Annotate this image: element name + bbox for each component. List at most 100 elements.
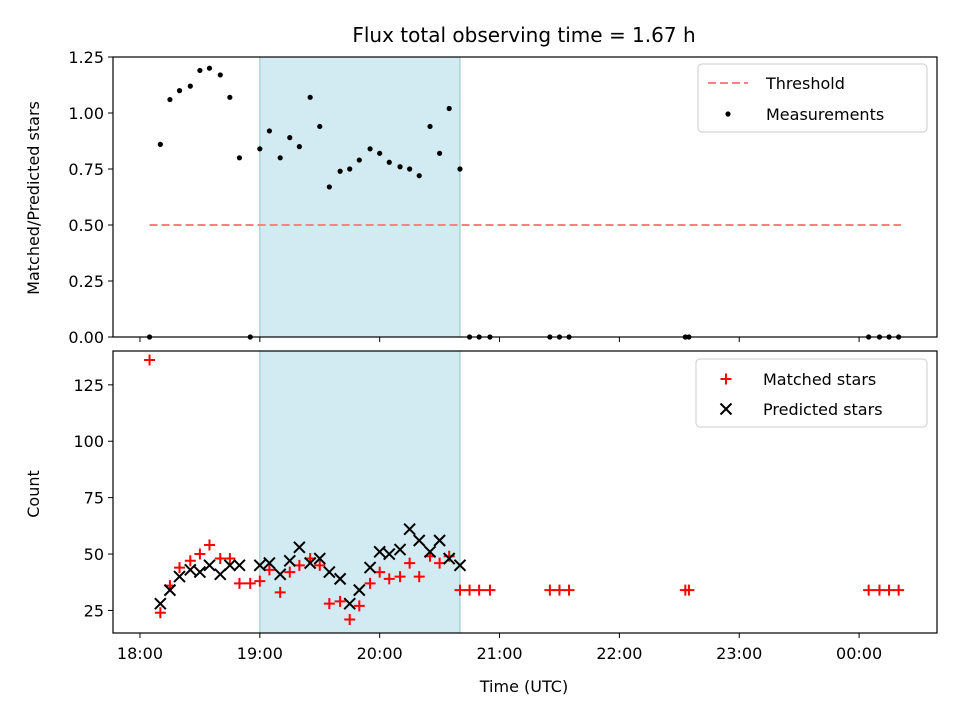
x-axis-label: Time (UTC)	[479, 677, 568, 696]
predicted-star-point	[353, 583, 366, 597]
matched-star-point	[404, 557, 416, 569]
x-tick-label: 21:00	[476, 644, 522, 663]
matched-star-point	[464, 584, 476, 596]
measurement-point	[277, 155, 283, 161]
matched-star-point	[863, 584, 875, 596]
top-panel: 0.00 0.25 0.50 0.75 1.00 1.25 Threshold Measure…	[68, 48, 938, 347]
predicted-star-point	[223, 559, 237, 572]
bottom-y-tick-label: 75	[84, 489, 104, 508]
measurement-point	[347, 166, 353, 172]
predicted-star-point	[214, 568, 227, 581]
bottom-legend-box	[695, 358, 928, 428]
top-axes-frame	[112, 56, 938, 338]
top-y-tick-label: 0.25	[68, 272, 104, 291]
predicted-star-point	[333, 572, 347, 586]
measurement-point	[337, 168, 343, 174]
legend-threshold-label: Threshold	[765, 74, 845, 93]
bottom-shaded-interval	[259, 350, 461, 634]
bottom-y-tick-label: 125	[73, 376, 104, 395]
matched-star-point	[394, 571, 406, 583]
matched-star-point	[883, 584, 895, 596]
bottom-y-axis-label: Count	[24, 470, 43, 518]
measurement-point	[367, 146, 373, 152]
predicted-star-point	[203, 559, 216, 572]
matched-star-point	[334, 595, 346, 607]
measurement-point	[217, 72, 223, 78]
predicted-star-point	[233, 559, 246, 572]
legend-measurements-label: Measurements	[766, 105, 884, 124]
matched-star-point	[473, 584, 485, 596]
predicted-star-point	[184, 563, 197, 577]
matched-star-point	[454, 584, 466, 596]
predicted-star-point	[323, 565, 336, 579]
predicted-star-point	[154, 597, 167, 610]
predicted-star-point	[173, 570, 186, 583]
predicted-star-point	[383, 547, 396, 561]
x-tick-label: 00:00	[836, 644, 882, 663]
top-legend: Threshold Measurements	[697, 63, 928, 133]
top-y-tick-label: 0.00	[68, 328, 104, 347]
measurement-point	[206, 65, 213, 71]
matched-star-point	[224, 553, 236, 565]
matched-star-point	[353, 600, 365, 612]
measurement-point	[307, 94, 313, 100]
chart-title: Flux total observing time = 1.67 h	[352, 23, 695, 47]
measurement-point	[377, 150, 383, 156]
measurement-point	[236, 155, 243, 161]
x-tick-label: 22:00	[596, 644, 642, 663]
matched-star-point	[383, 573, 395, 585]
measurement-point	[427, 123, 433, 130]
top-y-tick-label: 1.00	[68, 104, 104, 123]
top-y-axis-label: Matched/Predicted stars	[24, 101, 43, 295]
matched-star-point	[144, 354, 156, 366]
matched-star-point	[563, 584, 575, 596]
matched-star-point	[413, 571, 425, 583]
predicted-star-point	[253, 559, 267, 572]
matched-star-point	[344, 613, 356, 625]
measurement-point	[457, 166, 463, 172]
predicted-star-point	[343, 597, 356, 610]
measurement-point	[257, 146, 263, 152]
matched-star-point	[184, 555, 196, 567]
matched-star-point	[284, 566, 296, 578]
measurement-point	[437, 150, 443, 156]
bottom-y-tick-label: 25	[84, 601, 104, 620]
matched-star-point	[254, 575, 266, 587]
legend-predicted-label: Predicted stars	[763, 400, 883, 419]
matched-star-point	[214, 553, 226, 565]
bottom-legend: Matched stars Predicted stars	[695, 358, 928, 428]
matched-star-point	[323, 598, 335, 610]
measurement-point	[197, 67, 203, 74]
legend-matched-label: Matched stars	[763, 370, 876, 389]
measurement-point	[157, 141, 163, 147]
bottom-axes-frame	[112, 350, 938, 634]
bottom-y-tick-label: 100	[73, 432, 104, 451]
predicted-star-point	[433, 534, 446, 547]
predicted-star-point	[313, 552, 326, 565]
matched-star-point	[553, 584, 565, 596]
predicted-star-point	[193, 565, 207, 579]
measurement-point	[287, 135, 293, 141]
measurement-point	[167, 96, 173, 103]
x-tick-label: 19:00	[237, 644, 283, 663]
matched-star-point	[244, 577, 256, 589]
predicted-star-point	[442, 552, 456, 565]
matched-star-point	[484, 584, 496, 596]
top-y-tick-label: 0.75	[68, 160, 104, 179]
predicted-star-point	[413, 534, 426, 547]
x-tick-label: 23:00	[716, 644, 762, 663]
matched-star-point	[154, 607, 166, 619]
bottom-y-tick-label: 50	[84, 545, 104, 564]
matched-star-point	[174, 562, 186, 574]
matched-star-point	[233, 577, 245, 589]
matched-star-point	[274, 586, 286, 598]
measurement-point	[356, 157, 362, 163]
matched-star-point	[314, 559, 326, 571]
measurement-point	[317, 123, 323, 130]
predicted-star-point	[373, 545, 386, 558]
predicted-star-point	[403, 523, 416, 536]
measurement-point	[416, 173, 422, 179]
predicted-star-point	[263, 556, 276, 570]
measurement-point	[176, 88, 183, 94]
